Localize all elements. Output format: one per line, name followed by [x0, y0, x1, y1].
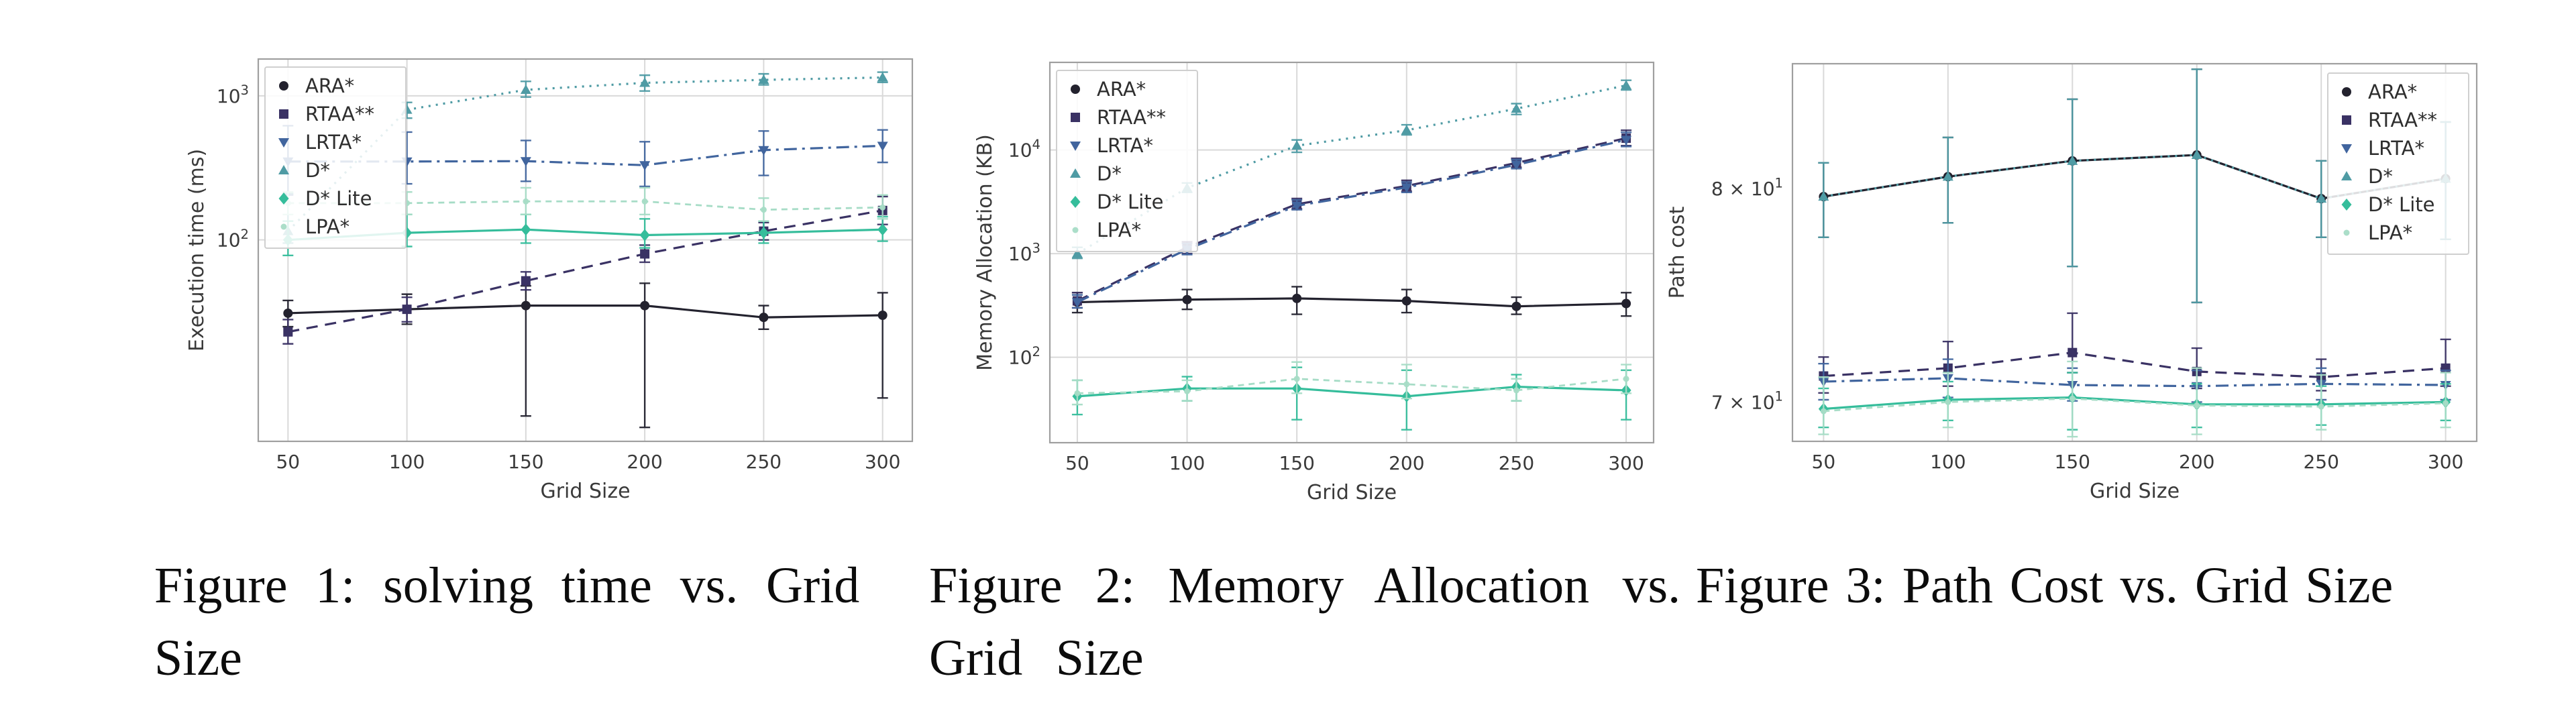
x-tick-label: 300 — [2428, 451, 2463, 473]
x-tick-label: 250 — [1499, 452, 1534, 474]
x-axis-label: Grid Size — [1307, 481, 1397, 504]
x-tick-label: 150 — [1279, 452, 1314, 474]
y-tick-label: 104 — [1008, 137, 1040, 162]
plot-border — [257, 58, 914, 443]
legend-label: ARA* — [305, 74, 354, 97]
legend: ARA* RTAA** LRTA* D* D* Lite LPA* — [2327, 72, 2469, 255]
y-tick-label: 103 — [1008, 240, 1040, 265]
plot-border — [1791, 62, 2478, 443]
x-tick-label: 200 — [2179, 451, 2214, 473]
x-tick-label: 200 — [1389, 452, 1424, 474]
legend: ARA* RTAA** LRTA* D* D* Lite LPA* — [264, 66, 407, 249]
series-LPA* — [1071, 361, 1632, 406]
x-tick-label: 250 — [2303, 451, 2339, 473]
figure3-caption: Figure 3: Path Cost vs. Grid Size — [1696, 550, 2393, 622]
x-axis-label: Grid Size — [2090, 480, 2180, 503]
x-tick-label: 250 — [746, 451, 782, 473]
legend-label: LRTA* — [305, 131, 362, 154]
x-tick-label: 150 — [508, 451, 543, 473]
legend-label: LPA* — [305, 215, 350, 238]
legend-label: D* — [2368, 165, 2393, 188]
figure3-path-cost-chart: 50 100 150 200 250 300 7 × 101 8 × 101 Grid Size… — [1666, 62, 2478, 503]
figure2-caption-line2: Grid Size — [929, 629, 1144, 686]
y-tick-label: 8 × 101 — [1711, 175, 1783, 200]
figure1-execution-time-chart: 50 100 150 200 250 300 102 103 Grid Size Executio… — [185, 58, 914, 503]
figure2-caption: Figure 2: Memory Allocation vs. Grid Siz… — [929, 550, 1680, 695]
x-tick-label: 200 — [627, 451, 662, 473]
legend-label: D* Lite — [1097, 190, 1163, 213]
series-ARA* — [282, 282, 888, 429]
legend-label: D* — [305, 159, 330, 182]
x-tick-label: 50 — [1065, 452, 1089, 474]
legend-label: D* — [1097, 162, 1122, 185]
y-tick-label: 7 × 101 — [1711, 389, 1783, 414]
figure1-caption-line1: Figure 1: solving time vs. Grid — [154, 557, 860, 614]
legend-label: LPA* — [2368, 221, 2412, 244]
legend-label: D* Lite — [305, 187, 372, 210]
series-layer — [1071, 79, 1632, 431]
x-tick-label: 100 — [1169, 452, 1205, 474]
figure1-caption: Figure 1: solving time vs. Grid Size — [154, 550, 859, 695]
legend: ARA* RTAA** LRTA* D* D* Lite LPA* — [1056, 70, 1198, 252]
axes-labels: 50 100 150 200 250 300 7 × 101 8 × 101 Grid Size… — [1666, 175, 2463, 503]
legend-label: LPA* — [1097, 219, 1141, 241]
axes-labels: 50 100 150 200 250 300 102 103 104 Grid Size Memor… — [973, 134, 1644, 504]
axes-labels: 50 100 150 200 250 300 102 103 Grid Size Executio… — [185, 83, 900, 503]
legend-label: D* Lite — [2368, 193, 2434, 216]
x-tick-label: 300 — [1608, 452, 1644, 474]
figure2-memory-allocation-chart: 50 100 150 200 250 300 102 103 104 Grid Size Memor… — [973, 61, 1655, 504]
x-tick-label: 100 — [389, 451, 425, 473]
legend-label: ARA* — [2368, 80, 2417, 103]
y-axis-label: Execution time (ms) — [185, 149, 209, 351]
x-axis-label: Grid Size — [540, 480, 630, 503]
legend-label: RTAA** — [2368, 109, 2437, 131]
legend-label: LRTA* — [2368, 137, 2424, 160]
y-tick-label: 103 — [217, 83, 249, 107]
legend-label: RTAA** — [1097, 106, 1166, 129]
x-tick-label: 50 — [1812, 451, 1836, 473]
y-axis-label: Memory Allocation (KB) — [973, 134, 997, 371]
y-tick-label: 102 — [217, 227, 249, 252]
y-tick-label: 102 — [1008, 344, 1040, 369]
plot-border — [1049, 61, 1655, 444]
figure3-caption-line1: Figure 3: Path Cost vs. Grid Size — [1696, 557, 2394, 614]
legend-label: RTAA** — [305, 103, 374, 125]
x-tick-label: 150 — [2055, 451, 2090, 473]
series-LPA* — [1818, 360, 2451, 438]
x-tick-label: 300 — [865, 451, 900, 473]
legend-label: LRTA* — [1097, 134, 1153, 157]
figure1-caption-line2: Size — [154, 629, 242, 686]
legend-label: ARA* — [1097, 78, 1146, 101]
x-tick-label: 50 — [276, 451, 300, 473]
figure2-caption-line1: Figure 2: Memory Allocation vs. — [929, 557, 1681, 614]
y-axis-label: Path cost — [1666, 206, 1689, 298]
x-tick-label: 100 — [1930, 451, 1966, 473]
